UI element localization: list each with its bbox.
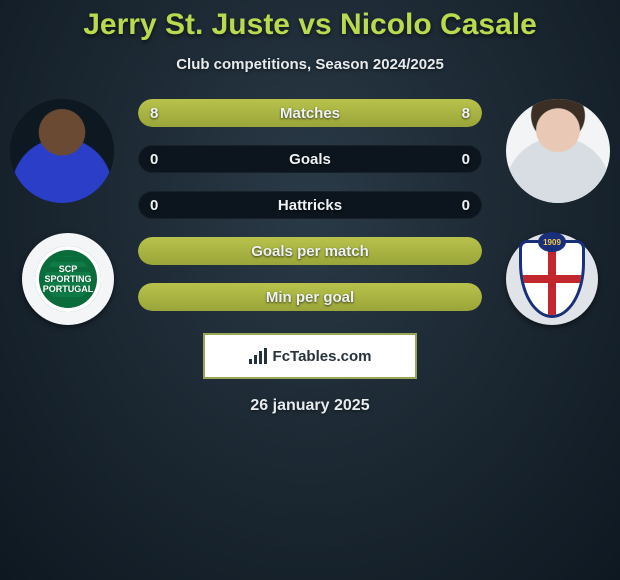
player-right-portrait: [506, 99, 610, 203]
player-left-avatar: [10, 99, 114, 203]
page-title: Jerry St. Juste vs Nicolo Casale: [0, 0, 620, 42]
stat-bar: Hattricks0 0: [138, 191, 482, 219]
page-subtitle: Club competitions, Season 2024/2025: [0, 56, 620, 73]
snapshot-date: 26 january 2025: [0, 397, 620, 415]
stat-bars: Matches88Goals00Hattricks00Goals per mat…: [138, 99, 482, 311]
brand-chart-icon: [249, 348, 267, 364]
scp-badge-text: SCP SPORTING PORTUGAL: [35, 264, 101, 294]
stat-bar-value-left: 0: [150, 145, 158, 173]
stat-bar-label: Hattricks: [138, 191, 482, 219]
stat-bar: Matches8 8: [138, 99, 482, 127]
club-left-crest: SCP SPORTING PORTUGAL: [22, 233, 114, 325]
bfc-year: 1909: [538, 232, 566, 252]
stat-bar-value-right: 8: [462, 99, 470, 127]
stat-bar-value-left: 8: [150, 99, 158, 127]
player-left-portrait: [10, 99, 114, 203]
stat-bar-label: Goals: [138, 145, 482, 173]
stat-bar: Goals0 0: [138, 145, 482, 173]
stat-bar-value-left: 0: [150, 191, 158, 219]
stat-bar-value-right: 0: [462, 191, 470, 219]
stat-bar-label: Min per goal: [138, 283, 482, 311]
stat-bar-label: Matches: [138, 99, 482, 127]
brand-badge: FcTables.com: [203, 333, 417, 379]
stat-bar-value-right: 0: [462, 145, 470, 173]
brand-text: FcTables.com: [273, 348, 372, 365]
stat-bar: Min per goal: [138, 283, 482, 311]
comparison-stage: SCP SPORTING PORTUGAL 1909 Matches8 8 Goal…: [0, 99, 620, 311]
club-right-crest: 1909: [506, 233, 598, 325]
player-right-avatar: [506, 99, 610, 203]
stat-bar-label: Goals per match: [138, 237, 482, 265]
scp-badge: SCP SPORTING PORTUGAL: [35, 246, 101, 312]
bfc-badge: 1909: [519, 240, 585, 318]
stat-bar: Goals per match: [138, 237, 482, 265]
